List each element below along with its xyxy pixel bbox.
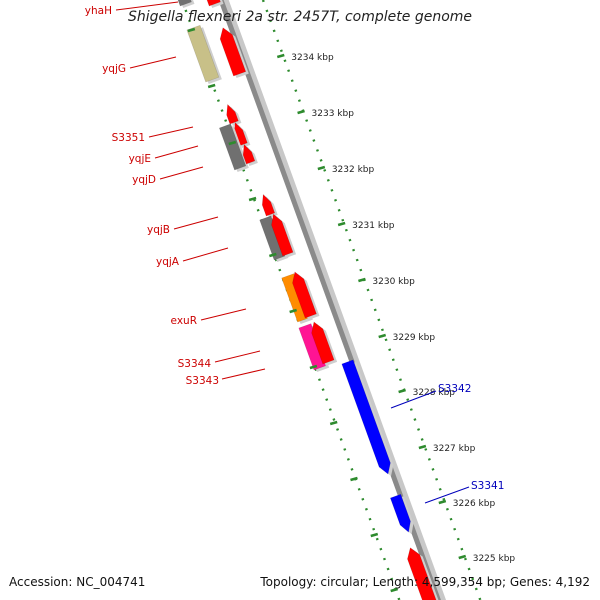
- gene-label-s3343-leader: [221, 368, 266, 380]
- gene-yqjg-red: [219, 27, 247, 77]
- gene-label-s3351-leader: [148, 126, 194, 138]
- ruler-tick-label-3227-kbp: 3227 kbp: [433, 444, 476, 454]
- gene-label-yqjd: yqjD: [132, 174, 156, 186]
- backbone-shadow: [221, 0, 447, 600]
- feature-layer: [177, 0, 439, 600]
- ruler-tick-3227-kbp: [418, 444, 427, 450]
- gene-label-yhah-leader: [115, 1, 179, 11]
- gene-label-yqja: yqjA: [156, 256, 180, 268]
- map-title: Shigella flexneri 2a str. 2457T, complet…: [127, 9, 473, 25]
- gene-label-s3341-leader: [424, 486, 470, 504]
- inner-ruler-tick-1: [187, 27, 196, 33]
- gene-label-s3344: S3344: [178, 358, 212, 370]
- inner-ruler-tick-8: [329, 420, 338, 426]
- gene-label-exur-leader: [200, 308, 247, 321]
- gene-label-layer: yhaH yqjG S3351 yqjE yqjD yqjB yqjA exuR S3344 S3…: [85, 1, 504, 504]
- inner-ruler-tick-5: [268, 252, 277, 258]
- ruler-tick-label-3234-kbp: 3234 kbp: [291, 53, 334, 63]
- inner-ruler-tick-6: [289, 308, 297, 314]
- gene-yqja-red: [271, 213, 294, 257]
- gene-s3343-red: [311, 321, 335, 365]
- ruler-tick-3233-kbp: [297, 109, 305, 115]
- ruler-tick-layer: 3234 kbp 3233 kbp 3232 kbp 3231 kbp 3230 kbp…: [187, 27, 516, 593]
- ruler-tick-3231-kbp: [337, 221, 346, 227]
- gene-label-yqje-leader: [154, 145, 199, 159]
- ruler-tick-3228-kbp: [398, 388, 406, 394]
- gene-label-s3343: S3343: [186, 375, 219, 387]
- gene-label-yqja-leader: [182, 247, 229, 262]
- gene-label-s3344-leader: [214, 350, 261, 363]
- gene-label-s3341: S3341: [471, 480, 504, 492]
- gene-s3351-red: [226, 103, 239, 125]
- gene-yqje-gray: [218, 123, 247, 171]
- gene-label-s3342-leader: [390, 390, 437, 409]
- gene-label-yqjg-leader: [129, 56, 177, 69]
- gene-s3342-blue: [341, 359, 391, 475]
- gene-label-yqjb: yqjB: [147, 224, 170, 236]
- inner-ruler-tick-2: [207, 83, 216, 89]
- accession-text: Accession: NC_004741: [9, 575, 146, 589]
- gene-yhah-gray: [177, 0, 192, 7]
- gene-yqjd-red: [242, 143, 256, 165]
- gene-label-s3351: S3351: [112, 132, 145, 144]
- ruler-tick-label-3230-kbp: 3230 kbp: [372, 277, 415, 287]
- gene-label-s3342: S3342: [438, 383, 471, 395]
- inner-ruler-tick-9: [350, 476, 358, 482]
- gene-label-yqje: yqjE: [129, 153, 151, 165]
- gene-label-yqjg: yqjG: [102, 63, 126, 75]
- inner-ruler-tick-11: [390, 587, 399, 593]
- ruler-tick-3234-kbp: [276, 53, 285, 59]
- ruler-tick-label-3228-kbp: 3228 kbp: [413, 388, 456, 398]
- ruler-tick-label-3231-kbp: 3231 kbp: [352, 221, 395, 231]
- backbone-layer: [218, 0, 447, 600]
- gene-yqjg-khaki: [186, 24, 220, 83]
- ruler-tick-3229-kbp: [378, 333, 387, 339]
- gene-bottom-red: [407, 547, 437, 600]
- gene-label-yqjd-leader: [159, 166, 204, 180]
- ruler-tick-3232-kbp: [317, 165, 326, 171]
- inner-ruler-tick-3: [228, 140, 237, 146]
- genome-summary-text: Topology: circular; Length: 4,599,354 bp…: [260, 575, 590, 589]
- ruler-tick-3226-kbp: [438, 499, 447, 505]
- inner-ruler-tick-4: [248, 196, 257, 202]
- gene-exur-red: [292, 271, 317, 319]
- ruler-tick-label-3233-kbp: 3233 kbp: [312, 109, 355, 119]
- gene-yhah-red: [206, 0, 221, 7]
- ruler-tick-3225-kbp: [458, 554, 467, 560]
- gene-label-yhah: yhaH: [85, 5, 112, 17]
- ruler-tick-label-3225-kbp: 3225 kbp: [473, 554, 516, 564]
- inner-ruler-tick-7: [309, 364, 318, 370]
- ruler-tick-label-3229-kbp: 3229 kbp: [393, 333, 436, 343]
- gene-yqjb-red: [261, 193, 276, 217]
- ruler-line-outer: [261, 0, 482, 600]
- ruler-tick-label-3226-kbp: 3226 kbp: [453, 499, 496, 509]
- gene-label-yqjb-leader: [173, 216, 219, 230]
- ruler-tick-label-3232-kbp: 3232 kbp: [332, 165, 375, 175]
- ruler-tick-3230-kbp: [358, 277, 366, 283]
- inner-ruler-tick-10: [370, 532, 379, 538]
- gene-label-exur: exuR: [171, 315, 197, 327]
- gene-s3341-blue: [389, 493, 411, 533]
